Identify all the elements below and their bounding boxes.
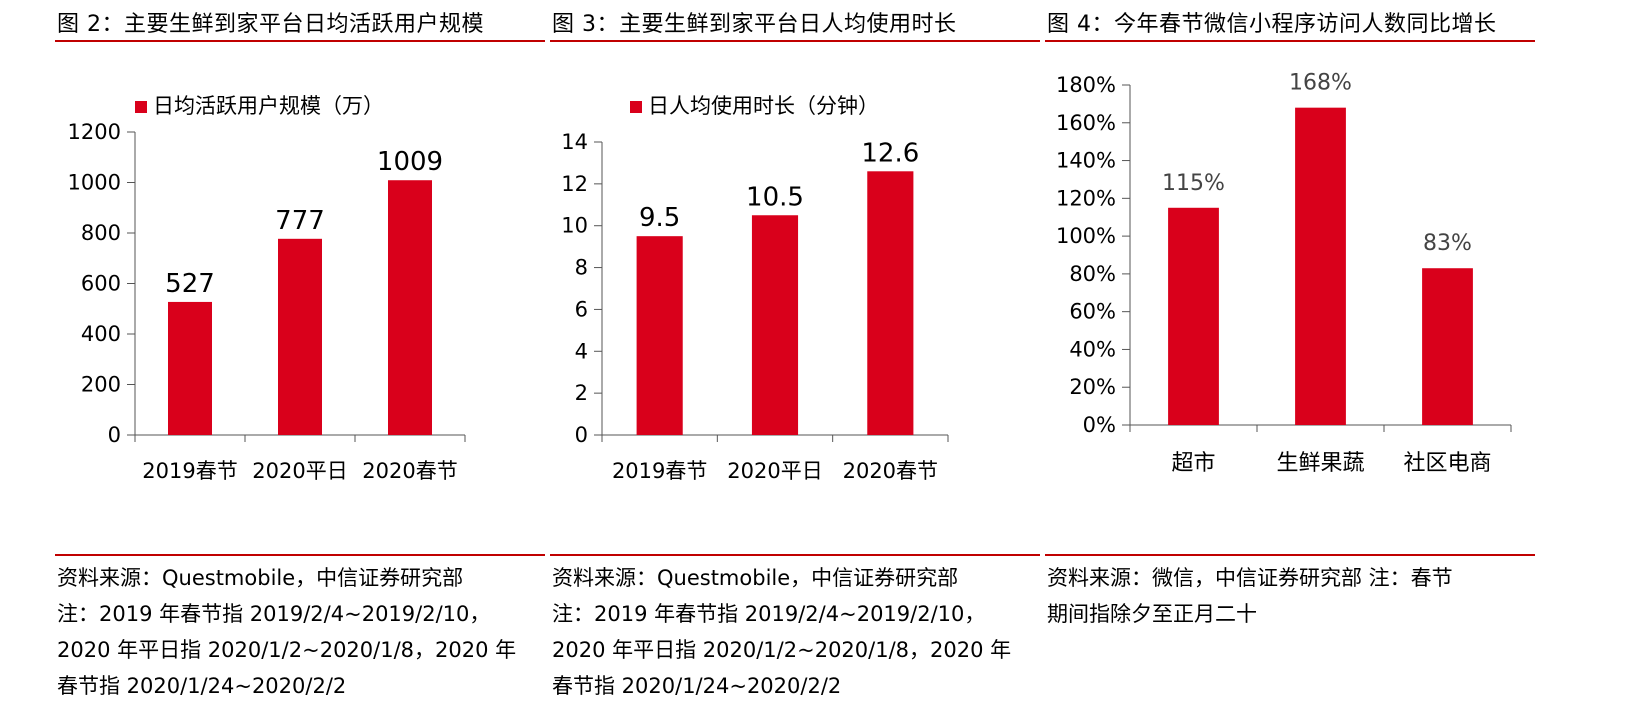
y-tick-label: 800 bbox=[81, 221, 121, 245]
data-label: 12.6 bbox=[861, 138, 919, 168]
legend-label: 日均活跃用户规模（万） bbox=[153, 94, 384, 118]
y-tick-label: 1000 bbox=[68, 171, 121, 195]
y-tick-label: 8 bbox=[575, 256, 588, 280]
y-tick-label: 140% bbox=[1056, 149, 1116, 173]
bar bbox=[636, 236, 683, 435]
bar bbox=[168, 301, 212, 435]
source-note: 资料来源：Questmobile，中信证券研究部 注：2019 年春节指 201… bbox=[57, 560, 545, 704]
legend-swatch bbox=[135, 101, 147, 113]
y-tick-label: 14 bbox=[561, 130, 588, 154]
y-tick-label: 80% bbox=[1069, 262, 1116, 286]
y-tick-label: 4 bbox=[575, 339, 588, 363]
y-tick-label: 180% bbox=[1056, 73, 1116, 97]
y-tick-label: 200 bbox=[81, 373, 121, 397]
source-line: 2020 年平日指 2020/1/2~2020/1/8，2020 年 bbox=[552, 638, 1012, 662]
y-tick-label: 400 bbox=[81, 322, 121, 346]
bar bbox=[388, 180, 432, 435]
source-line: 资料来源：Questmobile，中信证券研究部 bbox=[57, 566, 464, 590]
y-tick-label: 2 bbox=[575, 381, 588, 405]
source-line: 2020 年平日指 2020/1/2~2020/1/8，2020 年 bbox=[57, 638, 517, 662]
x-category-label: 生鲜果蔬 bbox=[1276, 451, 1364, 476]
data-label: 9.5 bbox=[639, 203, 680, 233]
x-category-label: 2020平日 bbox=[252, 459, 347, 483]
figure-title: 图 4：今年春节微信小程序访问人数同比增长 bbox=[1047, 12, 1497, 37]
data-label: 10.5 bbox=[746, 182, 804, 212]
data-label: 115% bbox=[1162, 171, 1225, 196]
source-line: 注：2019 年春节指 2019/2/4~2019/2/10， bbox=[57, 602, 491, 626]
source-line: 春节指 2020/1/24~2020/2/2 bbox=[57, 674, 347, 698]
y-tick-label: 60% bbox=[1069, 300, 1116, 324]
y-tick-label: 160% bbox=[1056, 111, 1116, 135]
bar bbox=[1295, 107, 1346, 425]
y-tick-label: 100% bbox=[1056, 224, 1116, 248]
data-label: 777 bbox=[275, 206, 325, 236]
bar bbox=[1422, 268, 1473, 425]
source-rule bbox=[1045, 554, 1535, 556]
mini-program-growth-bar-chart: 0% 20% 40% 60% 80% 100% 120% 140% 160% 180% 115% 超市… bbox=[1056, 71, 1512, 476]
title-rule bbox=[550, 40, 1040, 42]
source-line: 资料来源：Questmobile，中信证券研究部 bbox=[552, 566, 959, 590]
y-tick-label: 0% bbox=[1083, 413, 1116, 437]
x-category-label: 超市 bbox=[1171, 451, 1215, 476]
figure-4-panel: 图 4：今年春节微信小程序访问人数同比增长 0% 20% 40% 60% 80% 100%… bbox=[1045, 0, 1535, 714]
figure-3-panel: 图 3：主要生鲜到家平台日人均使用时长 0 2 4 6 8 10 12 14 9.5 2019春节… bbox=[550, 0, 1040, 714]
figure-title: 图 2：主要生鲜到家平台日均活跃用户规模 bbox=[57, 12, 484, 37]
source-line: 期间指除夕至正月二十 bbox=[1047, 602, 1257, 626]
source-rule bbox=[550, 554, 1040, 556]
bar bbox=[751, 215, 799, 435]
bar bbox=[278, 238, 322, 435]
x-category-label: 2019春节 bbox=[612, 459, 707, 483]
data-label: 1009 bbox=[377, 147, 443, 177]
figure-title: 图 3：主要生鲜到家平台日人均使用时长 bbox=[552, 12, 957, 37]
legend-swatch bbox=[630, 101, 642, 113]
x-category-label: 2019春节 bbox=[142, 459, 237, 483]
usage-time-bar-chart: 0 2 4 6 8 10 12 14 9.5 2019春节 10.5 2020平日 12.6 2020春节… bbox=[561, 94, 949, 483]
data-label: 168% bbox=[1289, 71, 1352, 96]
source-line: 注：2019 年春节指 2019/2/4~2019/2/10， bbox=[552, 602, 986, 626]
source-line: 春节指 2020/1/24~2020/2/2 bbox=[552, 674, 842, 698]
source-note: 资料来源：微信，中信证券研究部 注：春节 期间指除夕至正月二十 bbox=[1047, 560, 1535, 632]
y-tick-label: 0 bbox=[575, 423, 588, 447]
data-label: 527 bbox=[165, 269, 215, 299]
x-category-label: 社区电商 bbox=[1403, 451, 1491, 476]
bar bbox=[867, 171, 914, 436]
y-tick-label: 6 bbox=[575, 297, 588, 321]
y-tick-label: 40% bbox=[1069, 337, 1116, 361]
y-tick-label: 600 bbox=[81, 272, 121, 296]
x-category-label: 2020春节 bbox=[843, 459, 938, 483]
x-category-label: 2020春节 bbox=[362, 459, 457, 483]
data-label: 83% bbox=[1423, 231, 1472, 256]
source-line: 资料来源：微信，中信证券研究部 注：春节 bbox=[1047, 566, 1453, 590]
source-rule bbox=[55, 554, 545, 556]
bar bbox=[1168, 207, 1219, 425]
y-tick-label: 20% bbox=[1069, 375, 1116, 399]
y-tick-label: 120% bbox=[1056, 186, 1116, 210]
x-category-label: 2020平日 bbox=[727, 459, 822, 483]
y-tick-label: 1200 bbox=[68, 120, 121, 144]
y-tick-label: 10 bbox=[561, 214, 588, 238]
y-tick-label: 12 bbox=[561, 172, 588, 196]
legend-label: 日人均使用时长（分钟） bbox=[648, 94, 879, 118]
title-rule bbox=[1045, 40, 1535, 42]
title-rule bbox=[55, 40, 545, 42]
figure-2-panel: 图 2：主要生鲜到家平台日均活跃用户规模 0 200 400 600 800 1000 12… bbox=[55, 0, 545, 714]
dau-bar-chart: 0 200 400 600 800 1000 1200 527 2019春节 777 2020平日 1… bbox=[68, 94, 466, 483]
y-tick-label: 0 bbox=[108, 423, 121, 447]
source-note: 资料来源：Questmobile，中信证券研究部 注：2019 年春节指 201… bbox=[552, 560, 1040, 704]
